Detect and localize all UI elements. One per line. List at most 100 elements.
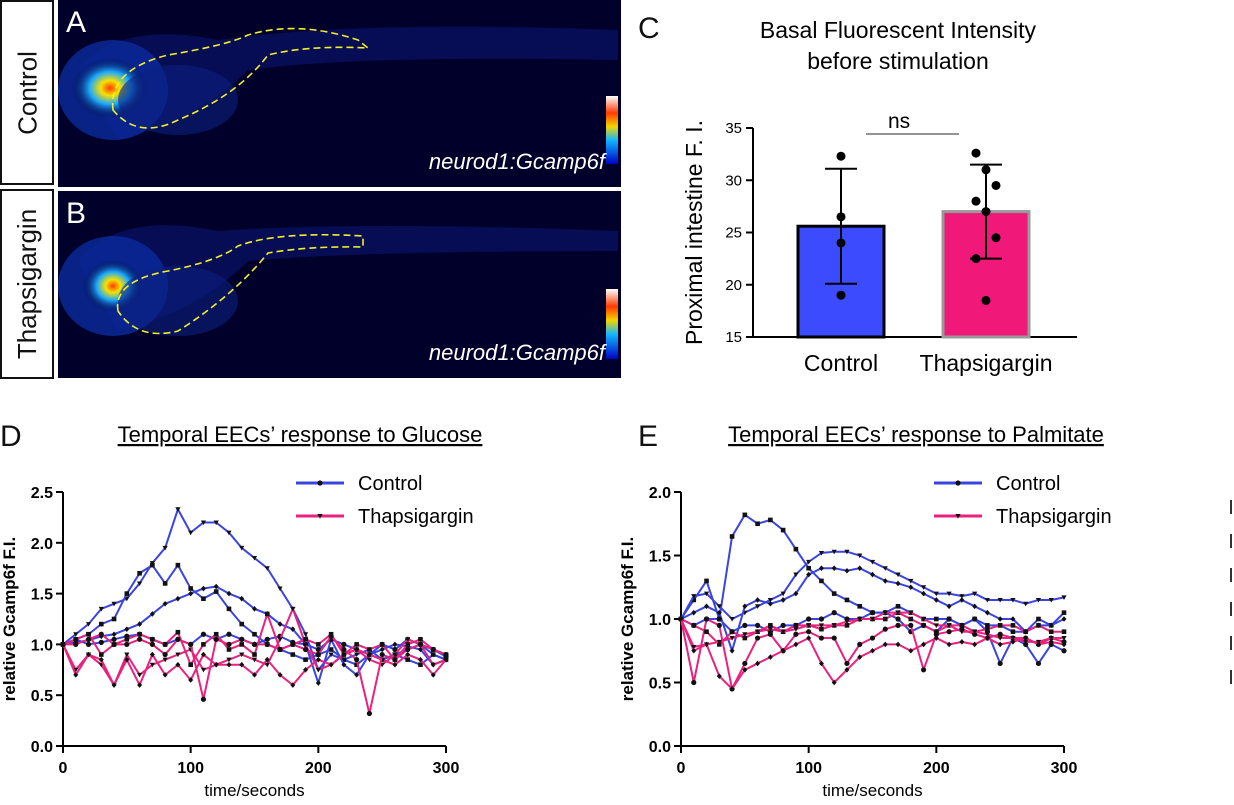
data-point xyxy=(981,207,991,217)
data-point xyxy=(405,657,410,662)
data-point xyxy=(844,597,850,603)
data-point xyxy=(277,637,283,642)
data-point xyxy=(971,254,981,264)
data-point xyxy=(392,661,398,668)
data-point xyxy=(972,616,978,622)
data-point xyxy=(137,636,143,642)
data-point xyxy=(895,610,901,616)
data-point xyxy=(213,589,219,594)
data-point xyxy=(844,619,850,625)
data-point xyxy=(137,631,142,637)
data-point xyxy=(341,646,347,653)
x-tick-label: 300 xyxy=(433,760,460,777)
micrograph-thapsigargin: B neurod1:Gcamp6f xyxy=(58,191,621,378)
legend-label: Thapsigargin xyxy=(358,506,474,528)
data-point xyxy=(328,661,334,668)
data-point xyxy=(933,597,939,603)
data-point xyxy=(328,652,334,658)
y-axis-label: relative Gcamp6f F.I. xyxy=(618,537,637,701)
data-point xyxy=(921,623,926,628)
data-point xyxy=(934,616,939,622)
data-point xyxy=(188,662,193,668)
data-point xyxy=(972,603,978,610)
data-point xyxy=(200,520,207,526)
series-line-control-2 xyxy=(62,563,447,666)
data-point xyxy=(780,647,786,654)
data-point xyxy=(175,636,181,642)
panel-letter-e: E xyxy=(638,420,659,453)
data-point xyxy=(1061,641,1067,648)
micrograph-control-image xyxy=(58,26,618,164)
legend-label: Control xyxy=(358,473,422,495)
data-point xyxy=(137,621,143,627)
data-point xyxy=(303,657,308,662)
data-point xyxy=(430,662,436,668)
panel-letter-a: A xyxy=(66,6,87,39)
data-point xyxy=(844,623,850,628)
data-point xyxy=(691,609,697,616)
data-point xyxy=(831,635,837,641)
data-point xyxy=(836,151,846,161)
data-point xyxy=(149,641,155,647)
data-point xyxy=(239,642,245,647)
data-point xyxy=(162,581,168,586)
micrograph-thapsigargin-image xyxy=(58,225,618,359)
data-point xyxy=(290,626,296,632)
data-point xyxy=(188,586,193,591)
data-point xyxy=(844,567,850,574)
data-point xyxy=(869,610,876,616)
data-point xyxy=(366,710,372,717)
y-axis-label: relative Gcamp6f F.I. xyxy=(0,537,19,701)
data-point xyxy=(895,641,901,648)
data-point xyxy=(188,641,194,647)
data-point xyxy=(162,545,168,551)
data-point xyxy=(354,672,360,678)
data-point xyxy=(997,641,1003,648)
data-point xyxy=(418,662,423,668)
x-tick-label: 100 xyxy=(795,760,822,777)
data-point xyxy=(704,629,709,634)
y-tick-label: 2.0 xyxy=(649,485,671,502)
data-point xyxy=(124,641,130,647)
legend-marker xyxy=(955,514,961,519)
data-point xyxy=(1023,601,1029,607)
data-point xyxy=(818,623,825,628)
data-point xyxy=(844,549,850,555)
data-point xyxy=(200,585,206,592)
micrograph-control: A neurod1:Gcamp6f xyxy=(58,0,621,187)
x-tick-label: 0 xyxy=(677,760,686,777)
data-point xyxy=(98,606,104,612)
data-point xyxy=(806,565,811,571)
data-point xyxy=(226,647,232,652)
data-point xyxy=(252,652,257,657)
data-point xyxy=(213,583,219,590)
data-point xyxy=(226,661,232,668)
data-point xyxy=(137,672,143,678)
data-point xyxy=(946,616,952,622)
data-point xyxy=(729,534,735,539)
data-point xyxy=(366,651,372,658)
data-point xyxy=(703,642,710,647)
data-point xyxy=(111,616,117,622)
data-point xyxy=(831,610,837,616)
data-point xyxy=(111,631,117,638)
data-point xyxy=(302,642,309,647)
data-point xyxy=(742,635,748,641)
data-point xyxy=(755,629,761,635)
data-point xyxy=(742,660,748,667)
data-point xyxy=(111,641,117,647)
chart-title-line-1: Basal Fluorescent Intensity xyxy=(760,17,1037,43)
data-point xyxy=(882,641,888,648)
data-point xyxy=(200,631,207,637)
y-tick-label: 0.5 xyxy=(31,688,53,705)
row-label-box-thapsigargin xyxy=(0,189,54,379)
data-point xyxy=(742,603,748,610)
data-point xyxy=(188,530,194,536)
y-tick-label: 1.5 xyxy=(649,549,671,566)
data-point xyxy=(264,611,270,617)
data-point xyxy=(869,617,876,622)
y-tick-label: 30 xyxy=(725,172,742,189)
data-point xyxy=(704,603,710,610)
data-point xyxy=(793,590,799,597)
data-point xyxy=(85,641,92,647)
